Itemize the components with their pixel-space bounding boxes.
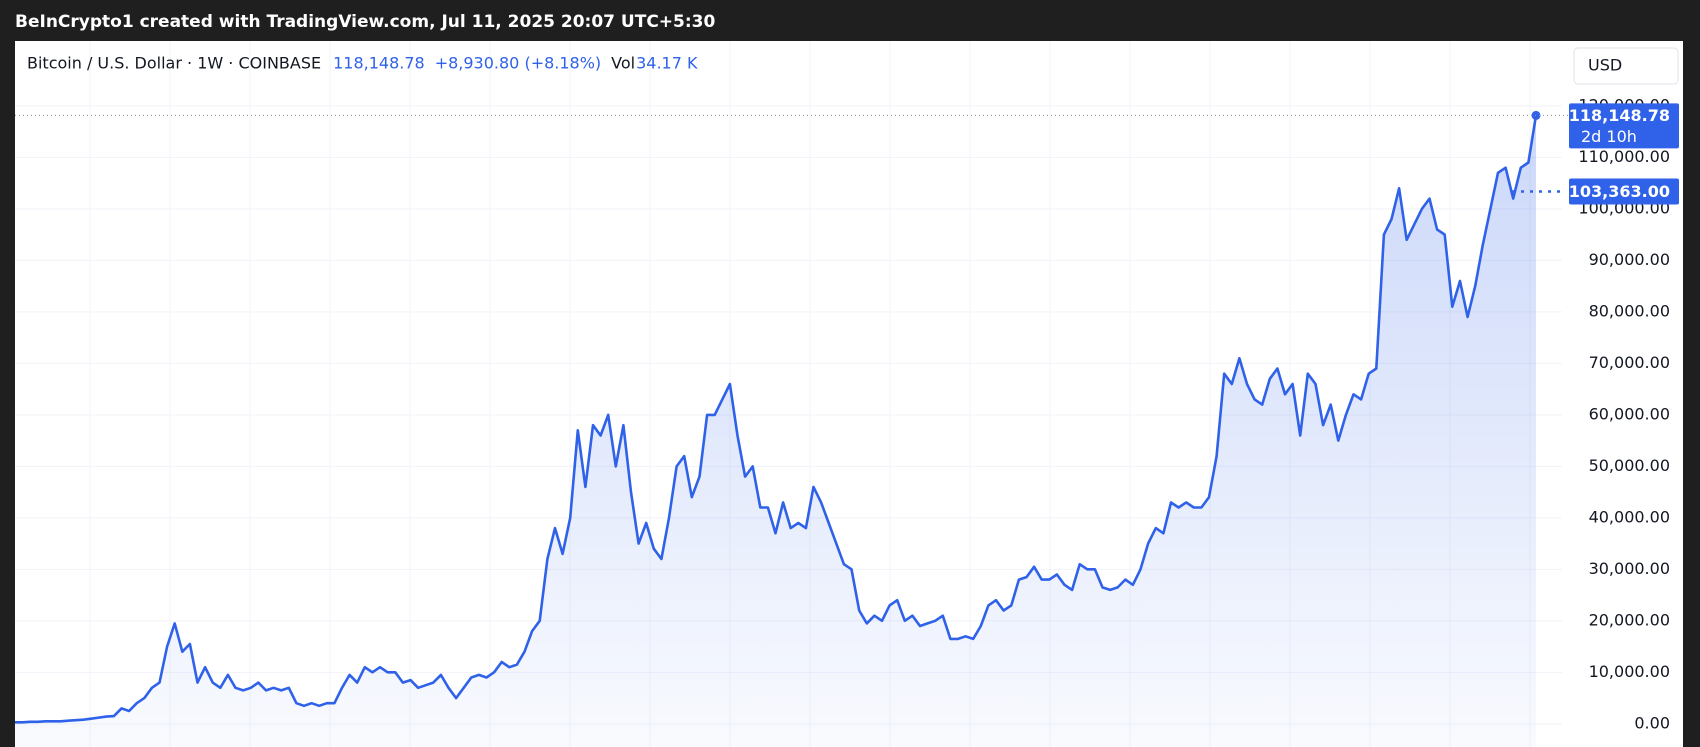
y-tick-label: 50,000.00 bbox=[1589, 456, 1670, 475]
volume: 34.17 K bbox=[636, 54, 698, 73]
y-tick-label: 30,000.00 bbox=[1589, 559, 1670, 578]
header-price: 118,148.78 bbox=[333, 54, 425, 73]
last-price-tag bbox=[1569, 103, 1679, 149]
last-price-label: 118,148.78 bbox=[1569, 106, 1670, 125]
currency[interactable]: USD bbox=[1588, 56, 1622, 75]
header-change: +8,930.80 (+8.18%) bbox=[435, 54, 601, 73]
y-axis: 0.00 10,000.00 20,000.00 30,000.00 40,000.00… bbox=[1578, 95, 1670, 732]
symbol: Bitcoin / U.S. Dollar · 1W · COINBASE bbox=[27, 54, 321, 73]
y-tick-label: 10,000.00 bbox=[1589, 662, 1670, 681]
y-tick-label: 80,000.00 bbox=[1589, 301, 1670, 320]
currency-button[interactable] bbox=[1573, 47, 1679, 85]
y-tick-label: 110,000.00 bbox=[1578, 147, 1670, 166]
top-bar bbox=[0, 0, 1700, 41]
volume-label: Vol bbox=[611, 54, 635, 73]
y-tick-label: 60,000.00 bbox=[1589, 404, 1670, 423]
y-tick-label: 90,000.00 bbox=[1589, 250, 1670, 269]
price-level-label: 103,363.00 bbox=[1569, 182, 1670, 201]
y-tick-label: 70,000.00 bbox=[1589, 353, 1670, 372]
area bbox=[15, 115, 1536, 747]
price-level-tag bbox=[1569, 178, 1679, 205]
y-tick-label: 20,000.00 bbox=[1589, 610, 1670, 629]
y-tick-label: 40,000.00 bbox=[1589, 507, 1670, 526]
plot bbox=[15, 110, 1569, 747]
countdown: 2d 10h bbox=[1581, 127, 1637, 146]
y-tick-label: 0.00 bbox=[1634, 713, 1670, 732]
attribution: BeInCrypto1 created with TradingView.com… bbox=[15, 12, 716, 32]
price-line bbox=[15, 115, 1538, 724]
